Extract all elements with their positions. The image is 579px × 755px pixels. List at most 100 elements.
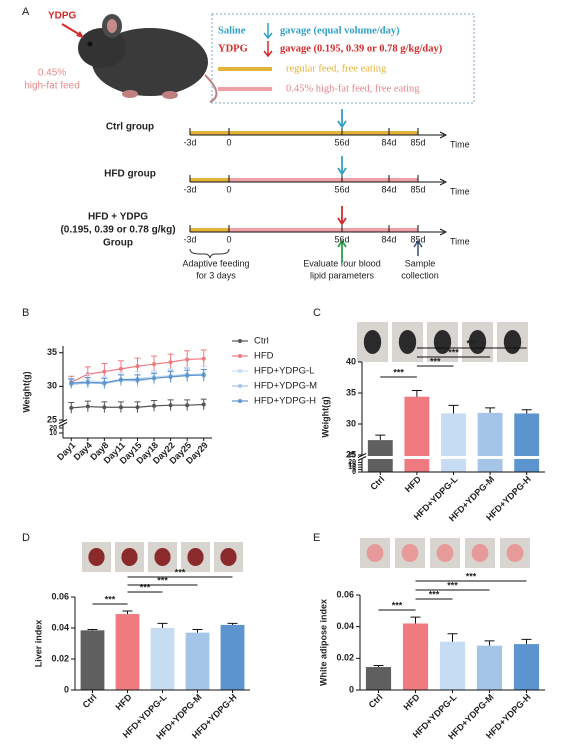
legend-marker bbox=[238, 339, 242, 343]
arrow bbox=[263, 23, 273, 40]
photo-specimen bbox=[154, 548, 171, 566]
y-tick-label: 5 bbox=[352, 466, 356, 473]
legend-saline: Saline bbox=[218, 25, 246, 36]
axis-break bbox=[58, 419, 68, 427]
note: collection bbox=[401, 270, 439, 280]
bar bbox=[365, 667, 392, 690]
timeline-label: 84d bbox=[381, 137, 396, 147]
significance-label: *** bbox=[429, 589, 440, 599]
time-label: Time bbox=[450, 139, 470, 149]
significance-label: *** bbox=[447, 580, 458, 590]
note: Sample bbox=[405, 258, 436, 268]
error-bar bbox=[411, 390, 422, 397]
x-tick-label: Ctrl bbox=[368, 474, 386, 492]
x-tick-label: Ctrl bbox=[81, 692, 99, 710]
error-bar bbox=[448, 404, 459, 414]
bar bbox=[476, 645, 503, 690]
brace bbox=[189, 248, 230, 259]
feed-tag: high-fat feed bbox=[24, 81, 80, 92]
gavage-arrow bbox=[337, 156, 347, 176]
point bbox=[118, 366, 123, 371]
legend-label: HFD+YDPG-M bbox=[254, 381, 317, 392]
bar bbox=[402, 623, 429, 690]
y-tick-label: 35 bbox=[346, 387, 356, 397]
group-label: Ctrl group bbox=[106, 122, 154, 133]
error-bar bbox=[447, 633, 458, 642]
feed-tag: 0.45% bbox=[38, 68, 66, 79]
x-tick-label: HFD bbox=[113, 692, 134, 713]
error-bar bbox=[485, 407, 496, 413]
error-bar bbox=[87, 629, 98, 631]
point bbox=[185, 357, 190, 362]
error-bar bbox=[521, 638, 532, 645]
point bbox=[152, 403, 157, 408]
timeline-label: 56d bbox=[334, 137, 349, 147]
y-tick-label: 40 bbox=[346, 356, 356, 366]
gavage-arrow bbox=[337, 206, 347, 226]
panel-label: B bbox=[22, 307, 29, 319]
bar bbox=[441, 413, 466, 472]
timeline-label: 84d bbox=[381, 234, 396, 244]
gavage-arrow bbox=[337, 109, 347, 129]
significance-label: *** bbox=[140, 582, 151, 592]
point bbox=[168, 360, 173, 365]
y-tick-label: 15 bbox=[348, 462, 356, 469]
error-bar bbox=[227, 622, 238, 625]
feed-bar bbox=[190, 228, 229, 232]
error-bar bbox=[122, 610, 133, 615]
legend-label: HFD+YDPG-L bbox=[254, 366, 314, 377]
panel-label: C bbox=[313, 307, 321, 319]
point bbox=[201, 356, 206, 361]
note: Evaluate four blood bbox=[303, 258, 381, 268]
arrow bbox=[413, 239, 423, 256]
y-tick-label: 10 bbox=[49, 430, 57, 437]
mouse-illustration bbox=[78, 14, 218, 103]
y-tick-label: 25 bbox=[346, 449, 356, 459]
legend-regular: regular feed, free eating bbox=[286, 63, 387, 74]
y-tick-label: 0 bbox=[352, 469, 356, 476]
timeline-arrow bbox=[439, 228, 448, 236]
arrow bbox=[337, 239, 347, 262]
note: for 3 days bbox=[196, 270, 236, 280]
timeline-label: -3d bbox=[183, 184, 196, 194]
photo-specimen bbox=[471, 544, 489, 562]
time-label: Time bbox=[450, 186, 470, 196]
feed-bar bbox=[229, 228, 418, 232]
ydpg-tag: YDPG bbox=[48, 11, 77, 22]
y-tick-label: 0 bbox=[349, 684, 354, 694]
error-bar bbox=[192, 629, 203, 633]
bar bbox=[185, 632, 210, 690]
significance-label: *** bbox=[466, 571, 477, 581]
axis-break-gap bbox=[356, 456, 545, 459]
feed-bar bbox=[229, 178, 418, 182]
legend-hfd: 0.45% high-fat feed, free eating bbox=[286, 83, 420, 94]
legend-marker bbox=[238, 369, 242, 373]
point bbox=[201, 402, 206, 407]
error-bar bbox=[410, 616, 421, 624]
bar bbox=[220, 624, 245, 690]
timeline-label: -3d bbox=[183, 234, 196, 244]
legend-marker bbox=[238, 354, 242, 358]
point bbox=[135, 405, 140, 410]
legend-ydpg-text: gavage (0.195, 0.39 or 0.78 g/kg/day) bbox=[280, 43, 443, 54]
photo-specimen bbox=[366, 544, 384, 562]
panel-label: A bbox=[22, 6, 30, 18]
x-tick-label: HFD bbox=[401, 692, 422, 713]
significance-label: *** bbox=[467, 338, 478, 348]
point bbox=[185, 403, 190, 408]
group-label: HFD + YDPG bbox=[88, 212, 148, 223]
timeline-arrow bbox=[439, 131, 448, 139]
y-tick-label: 0.02 bbox=[51, 653, 69, 663]
y-axis-label: Liver index bbox=[33, 620, 43, 668]
y-tick-label: 0.04 bbox=[336, 621, 354, 631]
photo-specimen bbox=[503, 330, 522, 354]
point bbox=[102, 381, 107, 385]
note: Adaptive feeding bbox=[182, 258, 249, 268]
y-tick-label: 20 bbox=[348, 459, 356, 466]
y-tick-label: 20 bbox=[49, 425, 57, 432]
timeline-label: 0 bbox=[226, 234, 231, 244]
significance-label: *** bbox=[175, 567, 186, 577]
y-tick-label: 0 bbox=[64, 684, 69, 694]
significance-label: *** bbox=[430, 356, 441, 366]
timeline-label: 84d bbox=[381, 184, 396, 194]
